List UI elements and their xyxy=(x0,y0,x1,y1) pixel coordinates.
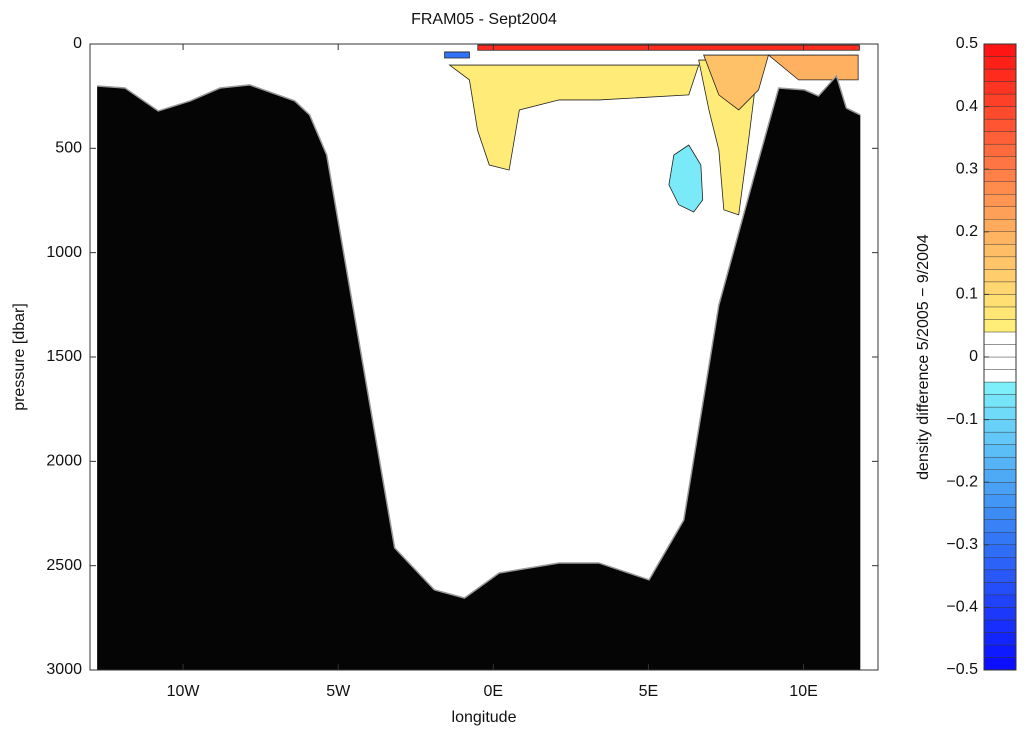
color-band xyxy=(983,81,1017,95)
color-band xyxy=(983,294,1017,308)
contour-region xyxy=(444,51,470,59)
color-band xyxy=(983,106,1017,120)
color-band xyxy=(983,657,1017,671)
color-band xyxy=(983,619,1017,633)
x-tick-label: 5E xyxy=(639,683,659,700)
color-band xyxy=(983,131,1017,145)
y-tick-label: 1500 xyxy=(46,348,82,365)
color-band xyxy=(983,331,1017,345)
color-band xyxy=(983,269,1017,283)
color-band xyxy=(983,369,1017,383)
colorbar-tick-label: 0.3 xyxy=(956,160,978,177)
contour-region xyxy=(668,144,704,213)
color-band xyxy=(983,56,1017,70)
color-band xyxy=(983,93,1017,107)
colorbar-tick-label: 0.5 xyxy=(956,35,978,52)
colorbar-tick-label: −0.1 xyxy=(946,411,978,428)
color-band xyxy=(983,644,1017,658)
color-band xyxy=(983,256,1017,270)
colorbar-tick-label: 0.4 xyxy=(956,98,978,115)
color-band xyxy=(983,494,1017,508)
color-band xyxy=(983,431,1017,445)
color-band xyxy=(983,519,1017,533)
color-band xyxy=(983,532,1017,546)
x-tick-label: 0E xyxy=(484,683,504,700)
y-axis-label: pressure [dbar] xyxy=(11,303,28,411)
colorbar-label: density difference 5/2005 − 9/2004 xyxy=(915,234,932,480)
color-band xyxy=(983,419,1017,433)
colorbar-tick-label: −0.3 xyxy=(946,536,978,553)
colorbar-tick-label: −0.2 xyxy=(946,473,978,490)
color-band xyxy=(983,344,1017,358)
color-band xyxy=(983,118,1017,132)
color-band xyxy=(983,281,1017,295)
contour-region xyxy=(703,54,770,111)
color-band xyxy=(983,356,1017,370)
y-tick-label: 3000 xyxy=(46,661,82,678)
contour-region xyxy=(448,64,700,171)
color-band xyxy=(983,194,1017,207)
color-band xyxy=(983,469,1017,483)
color-band xyxy=(983,632,1017,646)
color-band xyxy=(983,607,1017,621)
color-band xyxy=(983,507,1017,520)
bathymetry xyxy=(97,74,861,599)
color-band xyxy=(983,456,1017,470)
color-band xyxy=(983,231,1017,245)
y-tick-label: 2500 xyxy=(46,557,82,574)
color-band xyxy=(983,594,1017,608)
y-tick-label: 2000 xyxy=(46,453,82,470)
color-band xyxy=(983,206,1017,220)
color-band xyxy=(983,557,1017,571)
colorbar-tick-label: 0 xyxy=(969,348,978,365)
color-band xyxy=(983,544,1017,558)
color-band xyxy=(983,181,1017,195)
color-band xyxy=(983,482,1017,495)
color-band xyxy=(983,244,1017,258)
color-band xyxy=(983,168,1017,182)
x-axis-label: longitude xyxy=(452,709,517,726)
color-band xyxy=(983,569,1017,583)
color-band xyxy=(983,43,1017,57)
contour-region xyxy=(767,54,859,81)
colorbar-tick-label: −0.5 xyxy=(946,661,978,678)
colorbar-tick-label: 0.1 xyxy=(956,286,978,303)
contour-region xyxy=(477,44,860,51)
color-band xyxy=(983,156,1017,170)
color-band xyxy=(983,143,1017,157)
color-band xyxy=(983,68,1017,82)
x-tick-label: 5W xyxy=(326,683,351,700)
color-band xyxy=(983,582,1017,596)
color-band xyxy=(983,406,1017,420)
x-tick-label: 10E xyxy=(789,683,817,700)
y-tick-label: 0 xyxy=(73,35,82,52)
chart-title: FRAM05 - Sept2004 xyxy=(411,11,557,28)
colorbar-tick-label: −0.4 xyxy=(946,599,978,616)
y-tick-label: 500 xyxy=(55,140,82,157)
color-band xyxy=(983,444,1017,458)
bathymetry-fill xyxy=(97,75,861,670)
color-band xyxy=(983,381,1017,395)
color-band xyxy=(983,219,1017,232)
x-tick-label: 10W xyxy=(167,683,201,700)
color-band xyxy=(983,319,1017,333)
colorbar-tick-label: 0.2 xyxy=(956,223,978,240)
y-tick-label: 1000 xyxy=(46,244,82,261)
color-band xyxy=(983,394,1017,408)
color-band xyxy=(983,306,1017,320)
